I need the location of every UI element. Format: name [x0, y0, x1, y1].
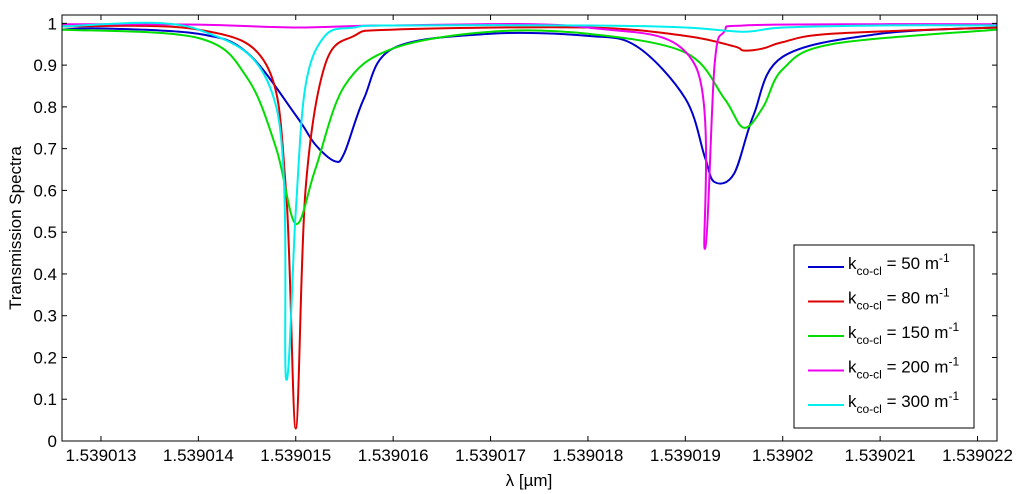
x-tick-label: 1.539015 [260, 446, 331, 465]
x-axis-title: λ [µm] [506, 471, 553, 490]
legend-value: = 80 m [882, 289, 939, 308]
y-axis: 0 0.1 0.2 0.3 0.4 0.5 0.6 0.7 0.8 0.9 1 [33, 14, 997, 451]
legend-subscript: co-cl [857, 299, 882, 313]
legend-k: k [848, 254, 857, 273]
x-tick-label: 1.539013 [66, 446, 137, 465]
legend-superscript: -1 [939, 251, 950, 265]
y-tick-label: 0.2 [33, 348, 57, 367]
x-tick-label: 1.539019 [650, 446, 721, 465]
legend-subscript: co-cl [857, 264, 882, 278]
legend-value: = 50 m [882, 254, 939, 273]
legend-superscript: -1 [939, 286, 950, 300]
x-tick-label: 1.539014 [163, 446, 234, 465]
legend-k: k [848, 358, 857, 377]
legend-subscript: co-cl [857, 333, 882, 347]
y-axis-title: Transmission Spectra [6, 146, 25, 310]
legend-superscript: -1 [948, 389, 959, 403]
x-tick-label: 1.539021 [845, 446, 916, 465]
legend-subscript: co-cl [857, 368, 882, 382]
legend-subscript: co-cl [857, 402, 882, 416]
legend-value: = 150 m [882, 323, 949, 342]
series-line-1 [61, 26, 998, 185]
x-tick-label: 1.53902 [752, 446, 813, 465]
plot-frame [61, 14, 998, 442]
legend-k: k [848, 323, 857, 342]
legend-k: k [848, 392, 857, 411]
y-tick-label: 0.6 [33, 181, 57, 200]
y-tick-label: 0.1 [33, 390, 57, 409]
legend-value: = 200 m [882, 358, 949, 377]
y-tick-label: 0.5 [33, 223, 57, 242]
legend-superscript: -1 [948, 320, 959, 334]
legend-superscript: -1 [948, 355, 959, 369]
legend-k: k [848, 289, 857, 308]
legend-entry: kco-cl = 150 m-1 [848, 320, 959, 347]
y-tick-label: 0.7 [33, 140, 57, 159]
y-tick-label: 0.8 [33, 98, 57, 117]
series-layer [61, 21, 998, 430]
y-tick-label: 0.9 [33, 56, 57, 75]
y-tick-label: 0 [48, 432, 57, 451]
legend-entry: kco-cl = 200 m-1 [848, 355, 959, 382]
x-tick-label: 1.539016 [358, 446, 429, 465]
y-tick-label: 0.4 [33, 265, 57, 284]
legend-entry: kco-cl = 80 m-1 [848, 286, 950, 313]
series-line-5 [61, 21, 998, 381]
x-tick-label: 1.539017 [455, 446, 526, 465]
x-tick-label: 1.539018 [552, 446, 623, 465]
x-axis: 1.539013 1.539014 1.539015 1.539016 1.539017… [66, 15, 1013, 465]
series-line-3 [61, 28, 998, 225]
legend-value: = 300 m [882, 392, 949, 411]
y-tick-label: 0.3 [33, 307, 57, 326]
legend-entry: kco-cl = 300 m-1 [848, 389, 959, 416]
x-tick-label: 1.539022 [942, 446, 1013, 465]
series-line-2 [61, 24, 998, 430]
series-line-4 [61, 22, 998, 250]
y-tick-label: 1 [48, 14, 57, 33]
legend-entry: kco-cl = 50 m-1 [848, 251, 950, 278]
